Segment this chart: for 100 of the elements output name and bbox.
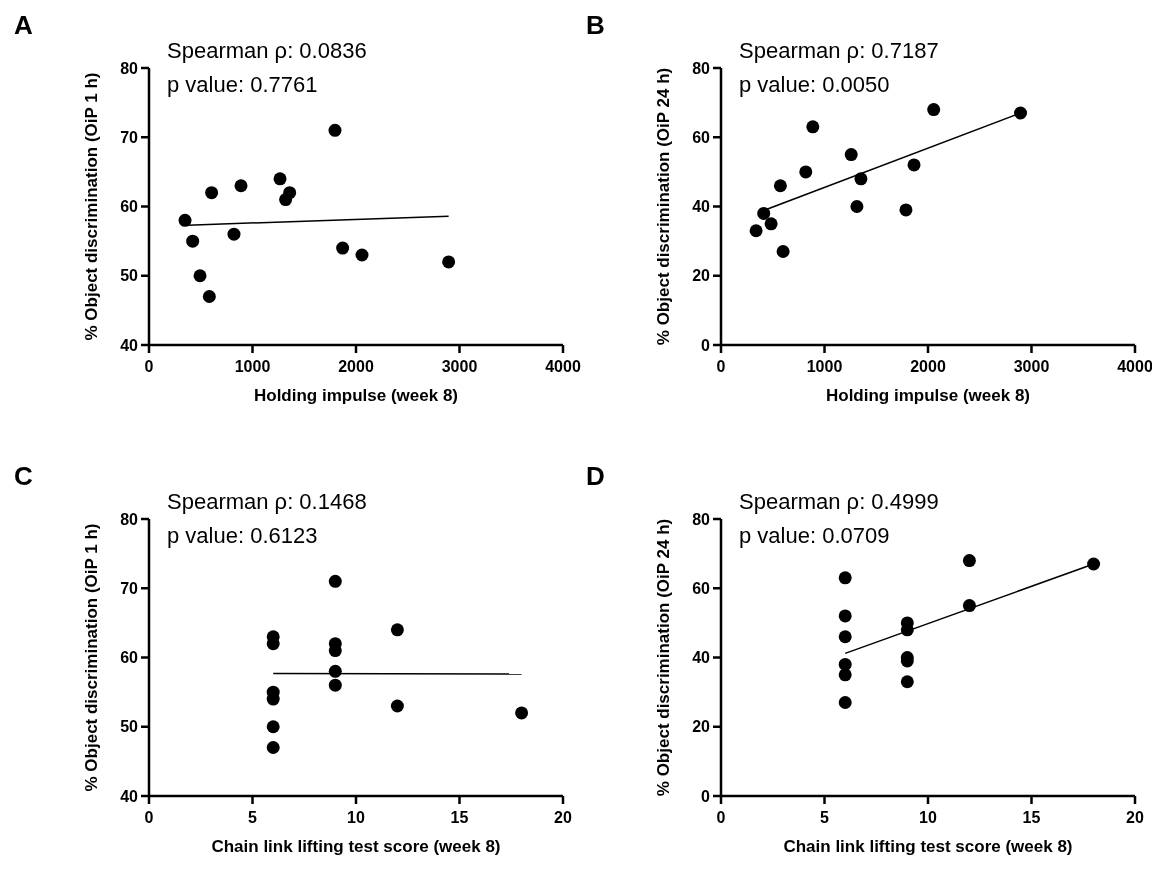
point	[227, 227, 241, 241]
point	[205, 186, 219, 200]
y-tick-label: 80	[120, 59, 139, 77]
point	[806, 120, 820, 134]
annotation: p value: 0.6123	[167, 523, 318, 548]
y-tick-label: 0	[701, 336, 711, 354]
point	[899, 203, 913, 217]
chart-title: A	[14, 10, 33, 40]
x-tick-label: 1000	[806, 358, 843, 375]
point	[838, 609, 852, 623]
point	[273, 172, 287, 186]
point	[234, 179, 248, 193]
point	[178, 213, 192, 227]
point	[1087, 557, 1101, 571]
point	[838, 630, 852, 644]
y-tick-label: 40	[692, 649, 711, 667]
point	[850, 200, 864, 213]
point	[907, 158, 921, 172]
point	[328, 574, 342, 588]
x-tick-label: 2000	[910, 358, 946, 375]
text: Spearman ρ: 0.1468	[167, 489, 367, 514]
x-tick-label: 20	[554, 809, 572, 826]
y-tick-label: 80	[120, 510, 139, 528]
x-axis-title: Chain link lifting test score (week 8)	[211, 837, 501, 856]
y-tick-label: 60	[692, 579, 711, 597]
y-axis-title: % Object discrimination (OiP 1 h)	[82, 72, 101, 341]
point	[336, 241, 350, 255]
x-tick-label: 1000	[234, 358, 271, 375]
y-tick-label: 40	[120, 787, 139, 805]
point	[962, 554, 976, 568]
point	[776, 245, 790, 259]
point	[1014, 106, 1028, 120]
x-tick-label: 4000	[1117, 358, 1153, 375]
point	[328, 123, 342, 137]
y-tick-label: 80	[692, 59, 711, 77]
point	[390, 623, 404, 637]
x-tick-label: 5	[820, 809, 830, 826]
point	[838, 668, 852, 682]
x-axis-title: Holding impulse (week 8)	[253, 386, 459, 405]
x-tick-label: 0	[716, 358, 726, 375]
x-tick-label: 15	[1022, 809, 1041, 826]
point	[764, 217, 778, 231]
x-tick-label: 10	[347, 809, 365, 826]
y-axis-title: % Object discrimination (OiP 24 h)	[654, 518, 673, 797]
point	[283, 186, 297, 200]
text: Spearman ρ: 0.7187	[739, 38, 939, 63]
chart-title: B	[586, 10, 605, 40]
point	[266, 741, 280, 755]
point	[355, 248, 369, 262]
x-axis-title: Holding impulse (week 8)	[825, 386, 1031, 405]
point	[186, 234, 200, 248]
point	[838, 696, 852, 710]
y-tick-label: 20	[692, 267, 711, 285]
point	[900, 675, 914, 689]
x-tick-label: 10	[919, 809, 937, 826]
y-axis-title: % Object discrimination (OiP 1 h)	[82, 523, 101, 792]
point	[442, 255, 456, 269]
point	[266, 720, 280, 734]
y-tick-label: 20	[692, 718, 711, 736]
x-tick-label: 20	[1126, 809, 1144, 826]
point	[202, 290, 216, 304]
x-tick-label: 0	[144, 809, 154, 826]
chart-title: D	[586, 461, 605, 491]
x-tick-label: 0	[144, 358, 154, 375]
point	[773, 179, 787, 193]
y-tick-label: 80	[692, 510, 711, 528]
y-axis-title: % Object discrimination (OiP 24 h)	[654, 67, 673, 346]
point	[844, 148, 858, 162]
y-tick-label: 60	[120, 649, 139, 667]
point	[515, 706, 529, 720]
point	[927, 103, 941, 117]
point	[749, 224, 763, 238]
y-tick-label: 60	[692, 128, 711, 146]
chart-title: C	[14, 461, 33, 491]
y-tick-label: 40	[120, 336, 139, 354]
x-tick-label: 5	[248, 809, 258, 826]
y-tick-label: 50	[120, 718, 139, 736]
annotation: p value: 0.0709	[739, 523, 890, 548]
x-tick-label: 15	[450, 809, 469, 826]
text: Spearman ρ: 0.0836	[167, 38, 367, 63]
y-tick-label: 70	[120, 128, 139, 146]
point	[328, 678, 342, 692]
x-axis-title: Chain link lifting test score (week 8)	[783, 837, 1073, 856]
annotation: p value: 0.7761	[167, 72, 318, 97]
y-tick-label: 60	[120, 198, 139, 216]
y-tick-label: 40	[692, 198, 711, 216]
x-tick-label: 0	[716, 809, 726, 826]
x-tick-label: 4000	[545, 358, 581, 375]
x-tick-label: 3000	[1013, 358, 1050, 375]
point	[193, 269, 207, 283]
point	[390, 699, 404, 713]
y-tick-label: 50	[120, 267, 139, 285]
y-tick-label: 0	[701, 787, 711, 805]
text: Spearman ρ: 0.4999	[739, 489, 939, 514]
annotation: p value: 0.0050	[739, 72, 890, 97]
point	[799, 165, 813, 179]
y-tick-label: 70	[120, 579, 139, 597]
x-tick-label: 3000	[441, 358, 478, 375]
point	[838, 571, 852, 585]
x-tick-label: 2000	[338, 358, 374, 375]
